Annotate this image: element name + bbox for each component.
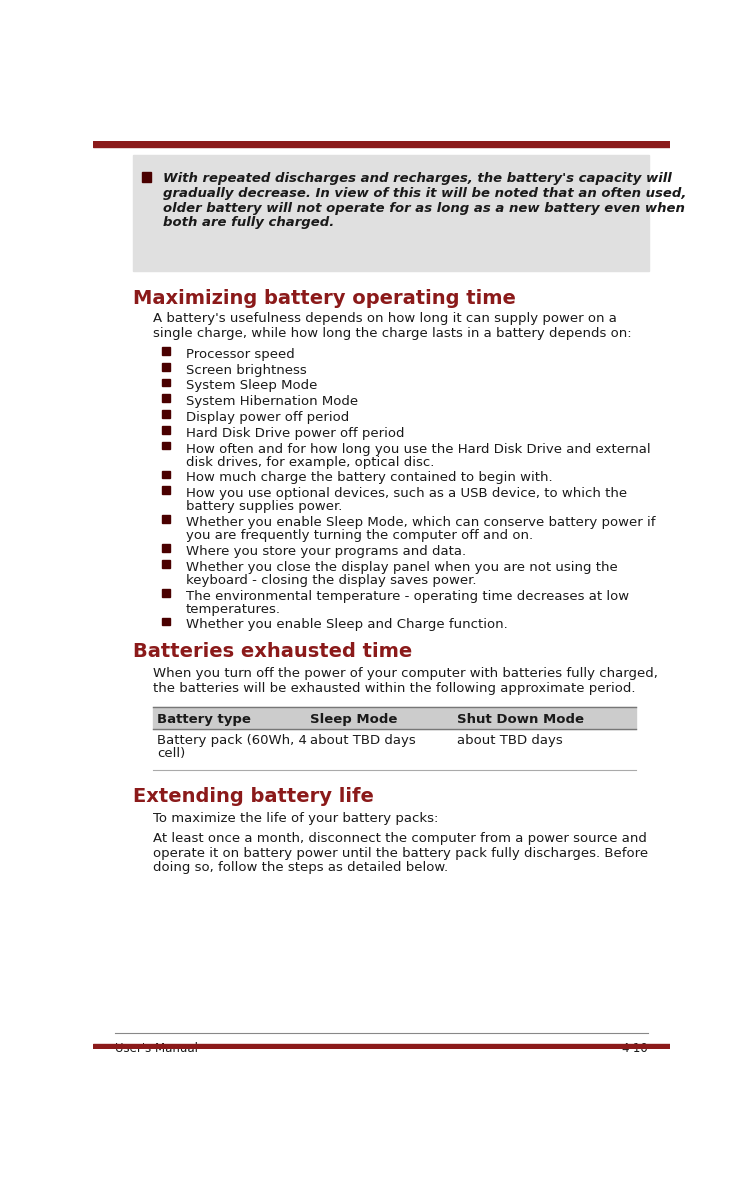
Bar	[162, 410, 170, 417]
Text: Extending battery life: Extending battery life	[133, 786, 374, 805]
Text: When you turn off the power of your computer with batteries fully charged,: When you turn off the power of your comp…	[153, 667, 658, 680]
Text: older battery will not operate for as long as a new battery even when: older battery will not operate for as lo…	[163, 202, 684, 215]
Bar	[162, 560, 170, 567]
Bar	[162, 347, 170, 355]
Text: Sleep Mode: Sleep Mode	[310, 713, 397, 726]
Bar	[162, 470, 170, 479]
Bar	[162, 442, 170, 449]
Text: doing so, follow the steps as detailed below.: doing so, follow the steps as detailed b…	[153, 862, 449, 875]
Bar	[162, 395, 170, 402]
Text: User's Manual: User's Manual	[115, 1042, 198, 1055]
Bar	[133, 156, 650, 271]
Text: With repeated discharges and recharges, the battery's capacity will: With repeated discharges and recharges, …	[163, 172, 672, 185]
Text: Whether you close the display panel when you are not using the: Whether you close the display panel when…	[186, 561, 618, 574]
Text: the batteries will be exhausted within the following approximate period.: the batteries will be exhausted within t…	[153, 681, 636, 694]
Text: Where you store your programs and data.: Where you store your programs and data.	[186, 545, 466, 558]
Bar	[153, 707, 635, 729]
Text: How you use optional devices, such as a USB device, to which the: How you use optional devices, such as a …	[186, 487, 627, 500]
Text: single charge, while how long the charge lasts in a battery depends on:: single charge, while how long the charge…	[153, 327, 632, 340]
Text: you are frequently turning the computer off and on.: you are frequently turning the computer …	[186, 529, 533, 542]
Text: about TBD days: about TBD days	[310, 733, 416, 746]
Text: disk drives, for example, optical disc.: disk drives, for example, optical disc.	[186, 455, 434, 468]
Bar	[162, 618, 170, 625]
Bar	[162, 363, 170, 370]
Text: System Hibernation Mode: System Hibernation Mode	[186, 395, 358, 408]
Text: The environmental temperature - operating time decreases at low: The environmental temperature - operatin…	[186, 590, 629, 602]
Text: Battery pack (60Wh, 4: Battery pack (60Wh, 4	[157, 733, 307, 746]
Bar	[162, 545, 170, 552]
Text: To maximize the life of your battery packs:: To maximize the life of your battery pac…	[153, 812, 439, 825]
Text: How often and for how long you use the Hard Disk Drive and external: How often and for how long you use the H…	[186, 442, 650, 455]
Text: temperatures.: temperatures.	[186, 602, 281, 615]
Bar	[162, 426, 170, 434]
Text: cell): cell)	[157, 746, 185, 759]
Text: A battery's usefulness depends on how long it can supply power on a: A battery's usefulness depends on how lo…	[153, 312, 618, 325]
Text: 4-10: 4-10	[621, 1042, 648, 1055]
Text: about TBD days: about TBD days	[458, 733, 563, 746]
Text: operate it on battery power until the battery pack fully discharges. Before: operate it on battery power until the ba…	[153, 847, 649, 859]
Text: Whether you enable Sleep Mode, which can conserve battery power if: Whether you enable Sleep Mode, which can…	[186, 516, 655, 529]
Bar	[162, 588, 170, 597]
Text: System Sleep Mode: System Sleep Mode	[186, 380, 318, 393]
Text: Hard Disk Drive power off period: Hard Disk Drive power off period	[186, 427, 405, 440]
Text: Shut Down Mode: Shut Down Mode	[458, 713, 584, 726]
Text: both are fully charged.: both are fully charged.	[163, 216, 334, 229]
Bar	[93, 141, 670, 147]
Text: At least once a month, disconnect the computer from a power source and: At least once a month, disconnect the co…	[153, 832, 647, 845]
Text: Screen brightness: Screen brightness	[186, 363, 307, 376]
Bar	[162, 378, 170, 387]
Text: How much charge the battery contained to begin with.: How much charge the battery contained to…	[186, 472, 553, 485]
Bar	[142, 172, 151, 182]
Text: Processor speed: Processor speed	[186, 348, 295, 361]
Text: Maximizing battery operating time: Maximizing battery operating time	[133, 289, 516, 309]
Text: Batteries exhausted time: Batteries exhausted time	[133, 643, 413, 661]
Text: Display power off period: Display power off period	[186, 411, 349, 424]
Text: battery supplies power.: battery supplies power.	[186, 500, 342, 513]
Text: Battery type: Battery type	[157, 713, 251, 726]
Text: Whether you enable Sleep and Charge function.: Whether you enable Sleep and Charge func…	[186, 619, 507, 632]
Text: gradually decrease. In view of this it will be noted that an often used,: gradually decrease. In view of this it w…	[163, 187, 686, 200]
Bar	[162, 487, 170, 494]
Bar	[93, 1043, 670, 1049]
Text: keyboard - closing the display saves power.: keyboard - closing the display saves pow…	[186, 574, 476, 587]
Bar	[162, 515, 170, 523]
